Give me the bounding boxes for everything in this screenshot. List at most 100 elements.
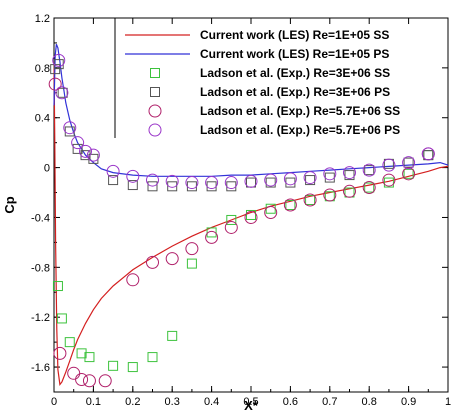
- data-point-circle: [86, 148, 100, 162]
- data-point-square: [305, 175, 316, 186]
- data-point-circle: [402, 156, 416, 170]
- data-point-square: [265, 177, 276, 188]
- data-point-circle: [205, 176, 219, 190]
- data-point-square: [206, 181, 217, 192]
- data-point-circle: [244, 210, 258, 224]
- y-tick-label: 0.4: [35, 113, 50, 125]
- data-point-square: [147, 181, 158, 192]
- data-point-square: [84, 352, 95, 363]
- x-tick-label: 0.9: [401, 396, 416, 408]
- data-point-square: [423, 150, 434, 161]
- data-point-circle: [126, 273, 140, 287]
- x-tick-label: 0.1: [86, 396, 101, 408]
- data-point-circle: [146, 173, 159, 187]
- data-point-circle: [303, 193, 317, 207]
- data-point-square: [167, 330, 178, 341]
- legend-label: Ladson et al. (Exp.) Re=5.7E+06 SS: [200, 104, 400, 118]
- data-point-circle: [55, 86, 69, 100]
- data-point-circle: [224, 220, 238, 234]
- data-point-circle: [343, 184, 356, 198]
- data-point-square: [285, 177, 296, 188]
- data-point-circle: [75, 373, 89, 387]
- data-point-circle: [303, 171, 317, 185]
- data-point-circle: [343, 166, 356, 180]
- data-point-square: [246, 177, 256, 188]
- data-point-circle: [126, 169, 140, 183]
- data-point-square: [147, 352, 158, 363]
- data-point-square: [108, 175, 119, 186]
- data-point-circle: [224, 176, 238, 190]
- x-tick-label: 0.6: [283, 396, 298, 408]
- data-point-square: [76, 348, 87, 359]
- legend: Current work (LES) Re=1E+05 SS Current wo…: [125, 28, 400, 137]
- data-point-square: [383, 177, 394, 188]
- data-point-square: [226, 214, 237, 225]
- data-point-circle: [48, 77, 62, 91]
- tick-marks: 0 0.1 0.2 0.3 0.4 0.5 0.6 0.7 0.8 0.9 1 1.2 0.8 0.4 0 -…: [31, 13, 451, 408]
- data-point-square: [186, 181, 197, 192]
- data-point-circle: [146, 255, 159, 269]
- x-tick-label: 0.5: [243, 396, 258, 408]
- data-point-circle: [402, 167, 416, 181]
- data-point-circle: [185, 176, 199, 190]
- y-tick-label: -1.2: [31, 312, 50, 324]
- y-tick-label: 0: [44, 163, 50, 175]
- data-point-circle: [264, 173, 278, 187]
- data-point-square: [57, 87, 68, 98]
- data-point-square: [305, 195, 316, 206]
- data-point-square: [344, 170, 355, 181]
- legend-label: Current work (LES) Re=1E+05 SS: [200, 28, 389, 42]
- legend-label: Ladson et al. (Exp.) Re=3E+06 SS: [200, 66, 390, 80]
- x-axis-label: X*: [244, 398, 259, 413]
- data-point-circle: [53, 346, 67, 360]
- line-series: [53, 43, 449, 386]
- data-point-square: [403, 168, 414, 179]
- data-point-square: [72, 143, 83, 154]
- data-point-circle: [283, 172, 297, 186]
- data-point-circle: [165, 252, 179, 266]
- legend-label: Current work (LES) Re=1E+05 PS: [200, 47, 389, 61]
- data-point-circle: [362, 181, 376, 195]
- data-point-circle: [244, 174, 258, 188]
- legend-circle-swatch: [148, 123, 162, 137]
- series-line-1: [53, 43, 449, 177]
- data-point-square: [186, 258, 197, 269]
- data-point-square: [56, 313, 67, 324]
- data-point-square: [364, 165, 375, 176]
- x-tick-label: 0.8: [362, 396, 377, 408]
- data-point-square: [226, 181, 237, 192]
- data-point-circle: [82, 374, 96, 388]
- y-axis-label: Cp: [2, 196, 17, 213]
- data-point-circle: [106, 164, 120, 178]
- legend-label: Ladson et al. (Exp.) Re=3E+06 PS: [200, 85, 390, 99]
- data-point-square: [423, 150, 434, 161]
- data-point-square: [285, 200, 296, 210]
- data-point-square: [324, 172, 335, 183]
- data-point-circle: [67, 366, 81, 380]
- legend-label: Ladson et al. (Exp.) Re=5.7E+06 PS: [200, 123, 400, 137]
- data-point-circle: [205, 230, 219, 244]
- y-tick-label: 1.2: [35, 13, 50, 25]
- data-point-circle: [71, 136, 85, 150]
- data-point-circle: [382, 158, 396, 172]
- data-point-square: [364, 182, 375, 193]
- legend-square-swatch: [150, 87, 160, 97]
- y-tick-label: -0.8: [31, 262, 50, 274]
- series-line-0: [53, 61, 449, 386]
- x-tick-label: 1: [445, 396, 451, 408]
- data-point-circle: [382, 173, 396, 187]
- data-point-square: [127, 180, 138, 191]
- y-tick-label: -0.4: [31, 212, 50, 224]
- marker-series: [48, 53, 435, 388]
- legend-square-swatch: [150, 68, 160, 78]
- data-point-square: [52, 281, 63, 292]
- data-point-circle: [421, 147, 435, 161]
- data-point-circle: [264, 205, 278, 219]
- data-point-circle: [79, 144, 93, 158]
- data-point-square: [403, 157, 414, 168]
- legend-circle-swatch: [148, 104, 162, 118]
- data-point-circle: [63, 121, 77, 135]
- data-point-square: [127, 362, 138, 373]
- data-point-circle: [98, 374, 112, 388]
